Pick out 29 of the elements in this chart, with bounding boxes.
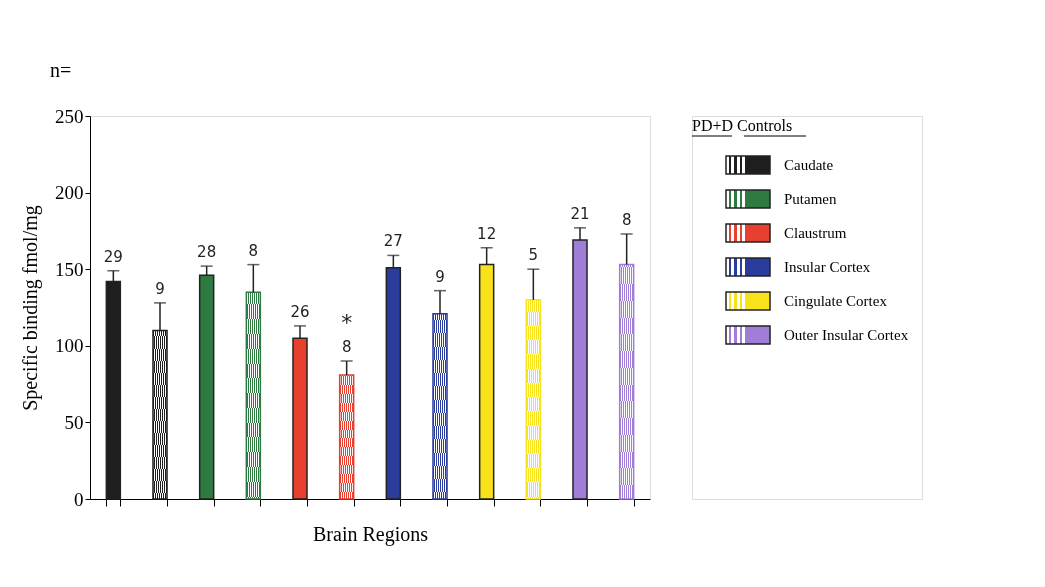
y-axis-title: Specific binding fmol/mg — [19, 205, 42, 411]
legend-label: Insular Cortex — [784, 259, 871, 275]
annotation: 9 — [435, 267, 445, 286]
annotation: 8 — [248, 241, 259, 260]
y-tick-label: 150 — [55, 258, 84, 280]
x-axis-title: Brain Regions — [313, 523, 429, 546]
annotation: 28 — [197, 243, 217, 262]
annotation: 27 — [383, 232, 403, 251]
annotation: 26 — [290, 302, 310, 321]
annotation: 5 — [528, 246, 539, 265]
annotation: * — [341, 310, 353, 336]
legend-label: Outer Insular Cortex — [784, 327, 909, 343]
text: n= — [50, 59, 72, 81]
y-tick-label: 100 — [55, 335, 84, 357]
y-tick-label: 0 — [74, 488, 84, 510]
annotation: 29 — [103, 247, 123, 266]
y-tick-label: 50 — [64, 411, 84, 433]
legend-label: Putamen — [784, 191, 837, 207]
annotation: 8 — [341, 338, 352, 357]
annotation: 21 — [570, 204, 590, 223]
legend-label: Caudate — [784, 157, 834, 173]
annotation: 12 — [477, 224, 497, 243]
legend-label: Claustrum — [784, 225, 847, 241]
legend-label: Cingulate Cortex — [784, 293, 888, 309]
annotation: 8 — [621, 210, 632, 229]
legend-title: PD+D Controls — [692, 117, 793, 134]
annotation: 9 — [155, 279, 165, 298]
y-tick-label: 250 — [55, 105, 84, 127]
y-tick-label: 200 — [55, 182, 84, 204]
